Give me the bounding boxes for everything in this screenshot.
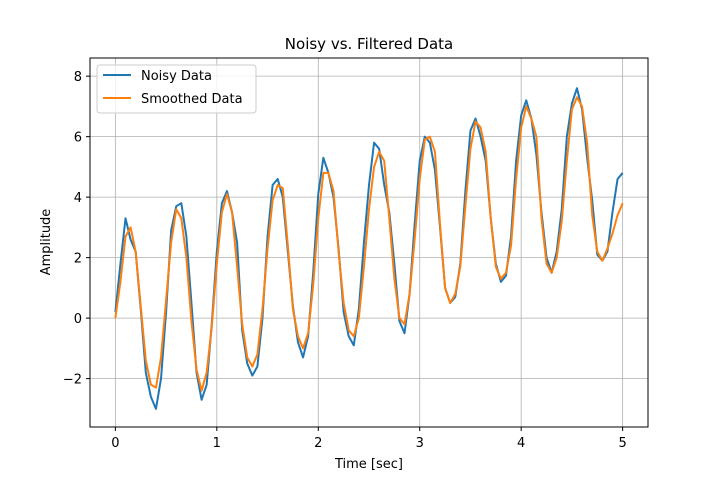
y-tick-label: 6 xyxy=(74,131,82,146)
x-tick-label: 0 xyxy=(111,436,119,451)
y-tick-label: 4 xyxy=(74,191,82,206)
y-axis-ticks: −2 0 2 4 6 8 xyxy=(63,70,90,388)
legend: Noisy Data Smoothed Data xyxy=(96,64,257,114)
legend-label-noisy-data: Noisy Data xyxy=(141,69,212,84)
series-lines xyxy=(114,87,624,410)
y-tick-label: 0 xyxy=(74,312,82,327)
x-tick-label: 1 xyxy=(213,436,221,451)
y-tick-label: 8 xyxy=(74,70,82,85)
x-tick-label: 2 xyxy=(314,436,322,451)
series-line-smoothed-data xyxy=(114,96,624,392)
x-axis-title: Time [sec] xyxy=(334,457,403,472)
x-tick-label: 4 xyxy=(517,436,525,451)
y-tick-label: 2 xyxy=(74,252,82,267)
plot-area-frame xyxy=(89,57,649,428)
legend-box xyxy=(96,64,257,114)
legend-label-smoothed-data: Smoothed Data xyxy=(141,92,243,107)
y-axis-title: Amplitude xyxy=(39,209,54,276)
x-axis-ticks: 0 1 2 3 4 5 xyxy=(111,427,627,451)
x-tick-label: 3 xyxy=(416,436,424,451)
x-tick-label: 5 xyxy=(618,436,626,451)
y-tick-label: −2 xyxy=(63,373,82,388)
chart-title: Noisy vs. Filtered Data xyxy=(285,35,453,53)
